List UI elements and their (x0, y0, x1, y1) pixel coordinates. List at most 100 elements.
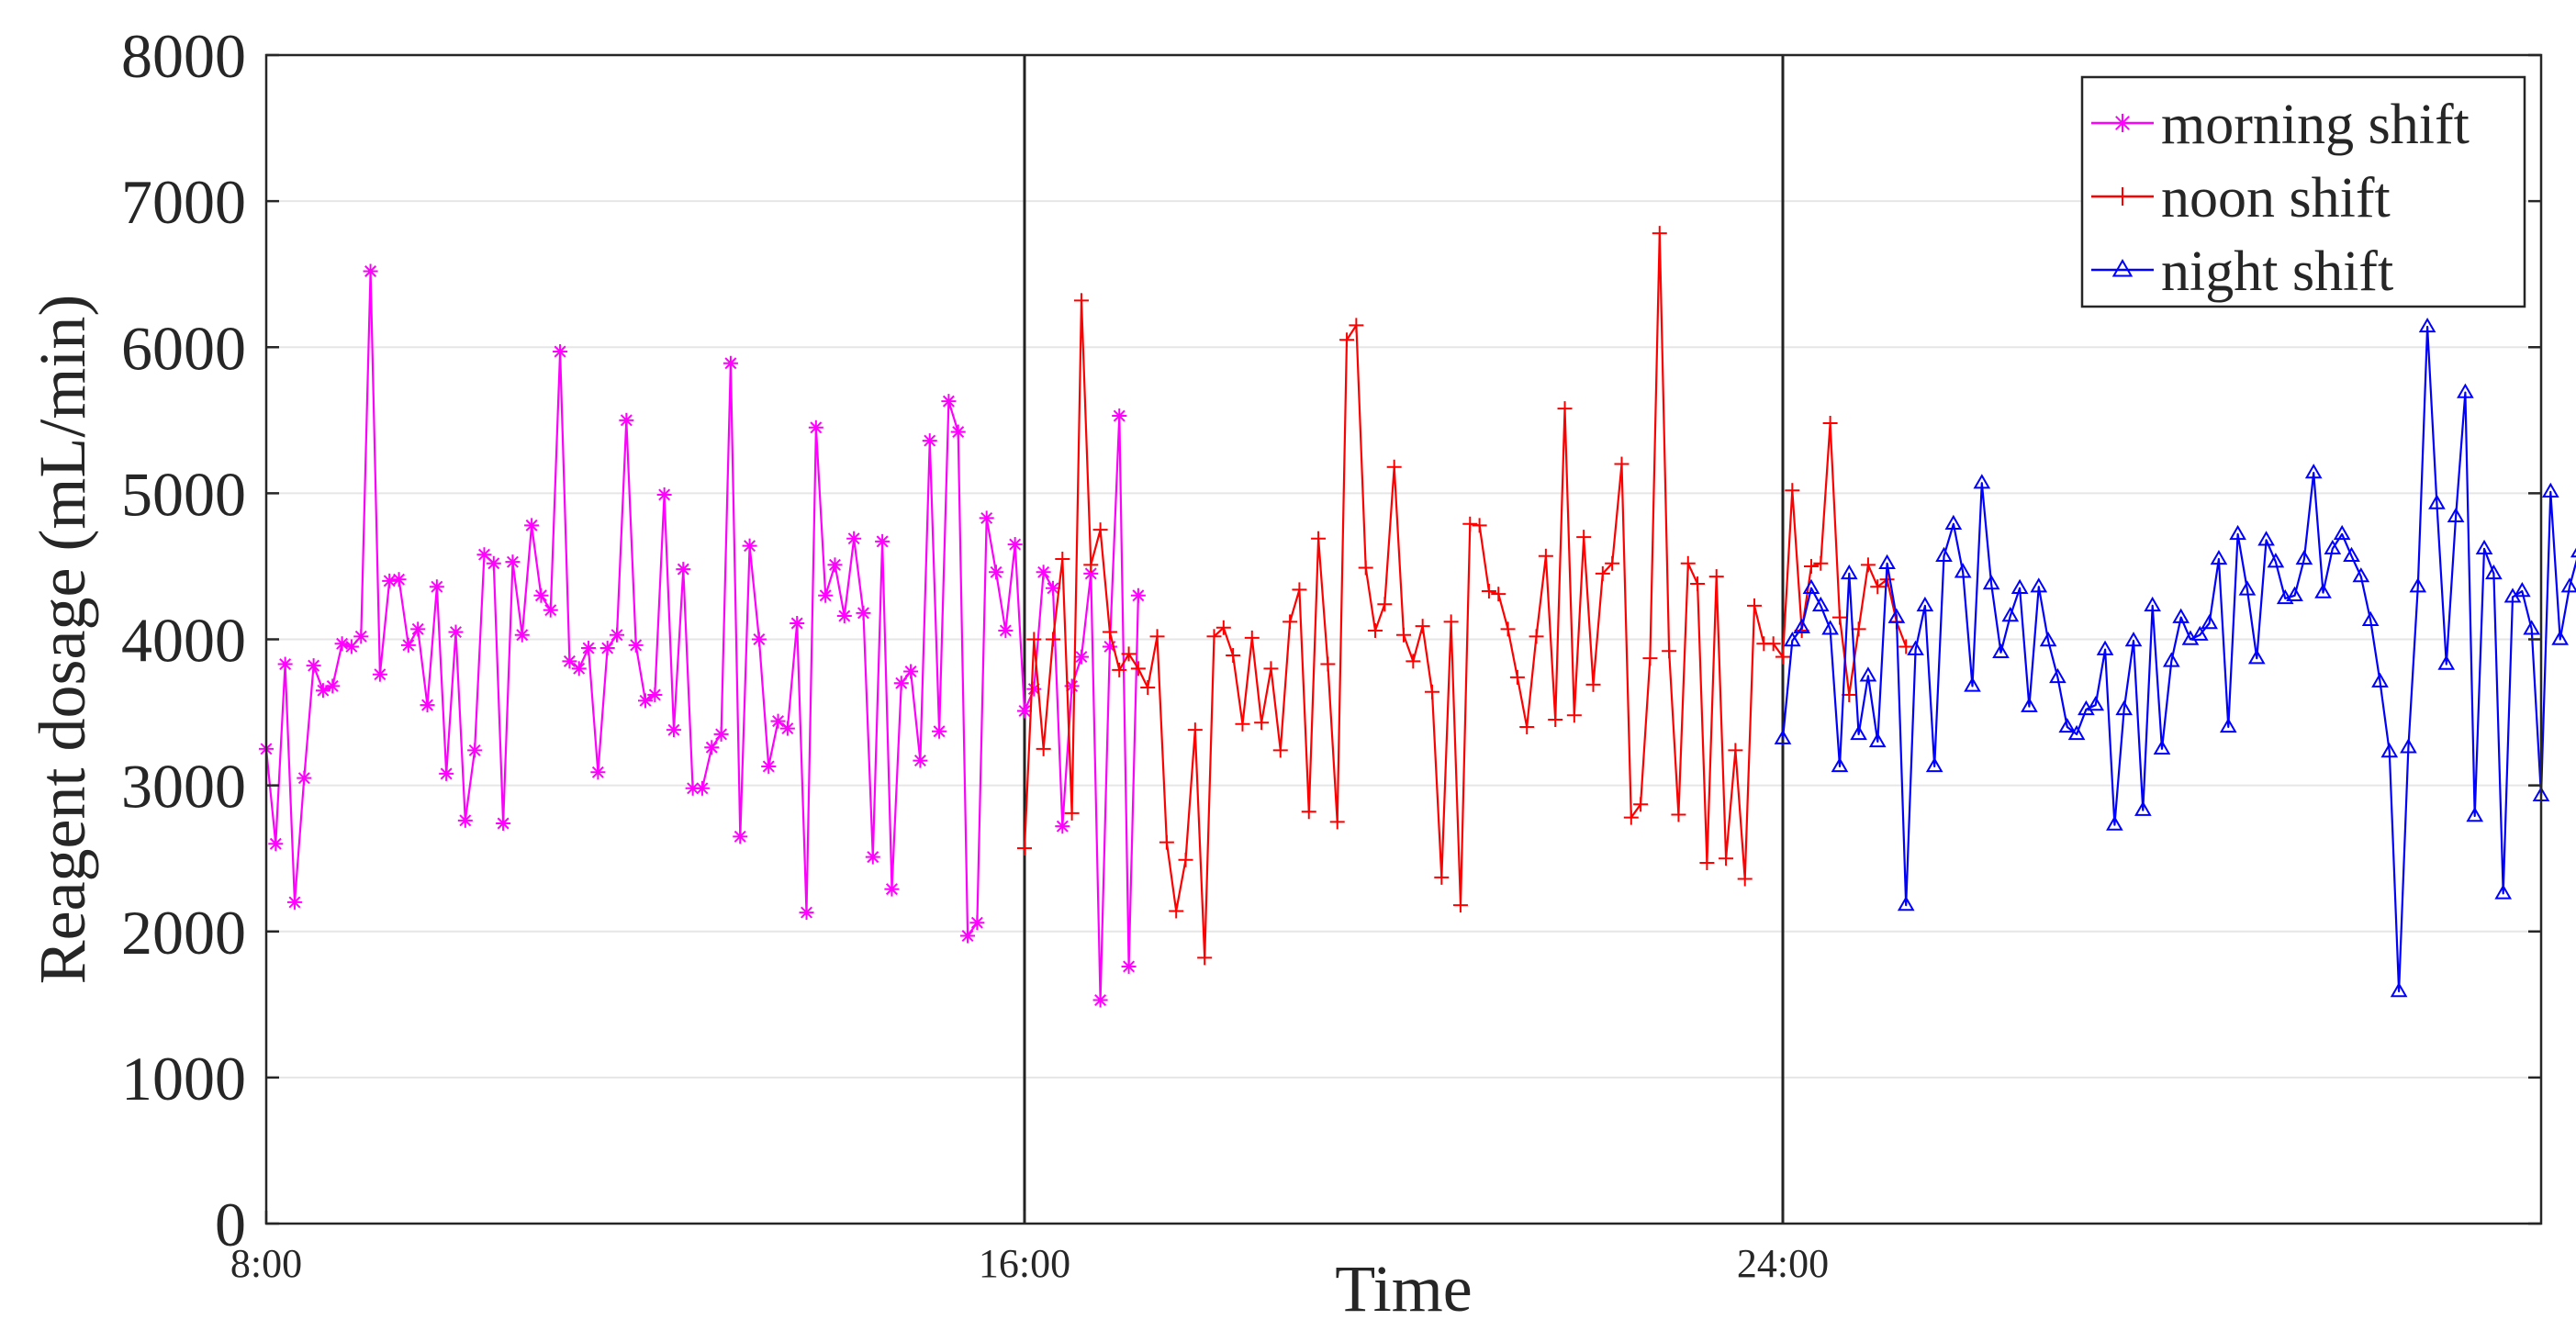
data-point (1481, 583, 1496, 598)
data-point (439, 766, 454, 781)
data-point (2314, 583, 2332, 598)
series-line (1023, 232, 1908, 959)
data-point (1092, 992, 1108, 1008)
legend-label: morning shift (2161, 94, 2470, 156)
data-point (1073, 649, 1089, 665)
data-point (467, 743, 483, 758)
x-axis-title: Time (1335, 1252, 1472, 1325)
data-point (1073, 293, 1089, 308)
legend-marker (2111, 258, 2134, 277)
data-point (941, 394, 957, 409)
legend-box (2080, 75, 2526, 308)
x-tick-label: 16:00 (979, 1241, 1070, 1286)
data-point (1424, 684, 1439, 699)
data-point (647, 687, 663, 702)
data-point (2001, 607, 2020, 622)
y-tick-label: 1000 (121, 1044, 246, 1113)
data-point (2201, 613, 2218, 630)
data-point (1472, 518, 1487, 533)
data-point (808, 419, 823, 435)
data-point (875, 533, 890, 549)
data-point (856, 605, 871, 621)
data-point (372, 666, 387, 682)
data-point (533, 587, 549, 603)
data-point (1339, 332, 1355, 348)
data-point (969, 915, 985, 931)
data-point (1272, 743, 1288, 758)
data-point (1064, 678, 1080, 694)
data-point (2560, 577, 2576, 593)
data-point (989, 565, 1004, 580)
data-point (2049, 667, 2066, 684)
data-point (1500, 621, 1516, 637)
data-point (1671, 807, 1686, 822)
data-point (2390, 981, 2408, 998)
data-point (1870, 579, 1886, 595)
data-point (2153, 739, 2171, 755)
data-point (2058, 717, 2077, 733)
data-point (1680, 555, 1696, 571)
data-point (790, 615, 805, 631)
data-point (1036, 565, 1051, 580)
data-point (893, 676, 909, 691)
data-point (1017, 703, 1032, 719)
data-point (2039, 632, 2057, 647)
data-point (1263, 661, 1279, 677)
data-point (496, 815, 511, 831)
data-point (476, 547, 492, 563)
series-night-shift (1774, 317, 2576, 998)
data-point (2257, 531, 2275, 546)
data-point (1850, 724, 1867, 741)
data-point (1737, 871, 1753, 887)
data-point (1491, 587, 1506, 602)
data-point (571, 661, 587, 677)
data-point (2106, 815, 2123, 831)
data-point (581, 641, 597, 656)
data-point (1358, 560, 1373, 576)
data-point (1235, 716, 1250, 732)
data-point (2447, 507, 2465, 523)
data-point (1349, 318, 1364, 333)
data-point (1708, 569, 1724, 585)
data-point (2295, 549, 2313, 565)
data-point (1916, 596, 1934, 612)
data-point (599, 641, 615, 656)
data-point (836, 609, 852, 624)
data-point (1178, 852, 1193, 867)
data-point (2172, 608, 2190, 623)
data-point (1868, 732, 1887, 748)
data-point (410, 621, 426, 637)
data-point (1140, 680, 1156, 696)
y-tick-label: 2000 (121, 898, 246, 967)
data-point (2466, 807, 2484, 822)
data-point (1585, 677, 1601, 692)
data-point (713, 726, 729, 742)
data-point (2523, 620, 2541, 635)
data-point (2457, 383, 2474, 398)
data-point (2333, 524, 2351, 541)
y-tick-label: 7000 (121, 167, 246, 237)
data-point (656, 486, 672, 502)
data-point (1878, 554, 1896, 569)
legend-label: night shift (2161, 240, 2393, 303)
legend-item: night shift (2091, 240, 2393, 303)
data-point (1045, 632, 1060, 647)
data-point (1092, 522, 1108, 538)
data-point (1699, 855, 1715, 870)
data-point (382, 573, 398, 588)
data-point (1301, 804, 1316, 820)
data-point (1045, 580, 1060, 596)
data-point (1509, 669, 1525, 685)
y-tick-label: 8000 (121, 21, 246, 91)
legend-marker (2113, 187, 2132, 206)
data-point (429, 579, 444, 595)
data-point (742, 538, 757, 554)
data-point (420, 698, 435, 713)
data-point (2190, 625, 2209, 641)
data-point (1462, 516, 1478, 531)
data-point (2514, 581, 2531, 598)
data-point (400, 637, 416, 653)
data-point (1813, 555, 1829, 571)
data-point (2361, 610, 2380, 627)
data-point (363, 263, 378, 279)
